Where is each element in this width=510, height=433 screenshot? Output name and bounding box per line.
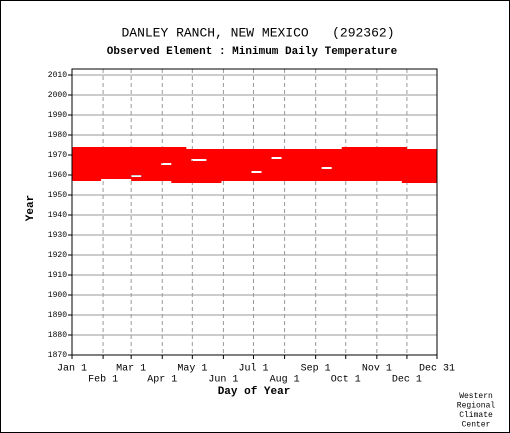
x-axis-label: Day of Year: [218, 386, 291, 398]
observed-span: [141, 175, 437, 177]
observed-span: [72, 147, 187, 149]
y-axis-label: Year: [25, 195, 37, 221]
y-tick-label: 1890: [48, 311, 67, 320]
observed-span: [72, 159, 192, 161]
observed-span: [72, 151, 437, 153]
observed-span: [401, 181, 437, 183]
credit: Climate: [459, 411, 493, 420]
x-tick-label: Dec 31: [419, 364, 455, 375]
y-tick-label: 1910: [48, 271, 67, 280]
x-tick-label: Oct 1: [331, 375, 361, 386]
observed-span: [72, 153, 437, 155]
observed-span: [72, 169, 437, 171]
observed-span: [131, 179, 437, 181]
observed-span: [72, 161, 437, 163]
observed-span: [281, 157, 437, 159]
observed-span: [72, 171, 252, 173]
y-tick-label: 1900: [48, 291, 67, 300]
y-tick-label: 2000: [48, 91, 67, 100]
y-tick-label: 1960: [48, 171, 67, 180]
x-tick-label: Mar 1: [116, 364, 146, 375]
y-tick-label: 2010: [48, 71, 67, 80]
observed-span: [72, 157, 272, 159]
x-tick-label: Jun 1: [208, 375, 238, 386]
credit: Center: [462, 421, 491, 430]
x-tick-label: May 1: [177, 364, 207, 375]
y-tick-label: 1980: [48, 131, 67, 140]
x-tick-label: Feb 1: [88, 374, 118, 386]
observed-span: [72, 179, 102, 181]
plot-frame: [71, 68, 438, 356]
observed-span: [72, 149, 437, 151]
observed-span: [72, 155, 437, 157]
observed-span: [72, 177, 437, 179]
observed-span: [171, 163, 437, 165]
x-tick-label: Jul 1: [238, 363, 268, 375]
observed-span: [72, 173, 437, 175]
observed-span: [341, 147, 407, 149]
y-tick-label: 1940: [48, 211, 67, 220]
y-tick-label: 1930: [48, 231, 67, 240]
observed-span: [206, 159, 437, 161]
y-tick-label: 1920: [48, 251, 67, 260]
observed-span: [331, 167, 437, 169]
x-tick-label: Apr 1: [147, 375, 177, 386]
credit: Regional: [457, 402, 496, 411]
credit: Western: [459, 392, 493, 401]
x-tick-label: Dec 1: [392, 375, 422, 386]
chart-subtitle: Observed Element : Minimum Daily Tempera…: [107, 46, 398, 58]
observed-span: [72, 163, 162, 165]
observed-span: [171, 181, 222, 183]
x-tick-label: Nov 1: [362, 364, 392, 375]
y-tick-label: 1880: [48, 331, 67, 340]
x-tick-label: Sep 1: [301, 364, 331, 375]
y-tick-label: 1970: [48, 151, 67, 160]
x-tick-label: Jan 1: [57, 364, 87, 375]
chart-title: DANLEY RANCH, NEW MEXICO (292362): [121, 25, 394, 40]
observed-span: [261, 171, 437, 173]
y-tick-label: 1870: [48, 351, 67, 360]
y-tick-label: 1950: [48, 191, 67, 200]
observed-span: [72, 175, 132, 177]
y-tick-label: 1990: [48, 111, 67, 120]
x-tick-label: Aug 1: [270, 375, 300, 386]
observed-span: [72, 167, 322, 169]
observed-span: [72, 165, 437, 167]
